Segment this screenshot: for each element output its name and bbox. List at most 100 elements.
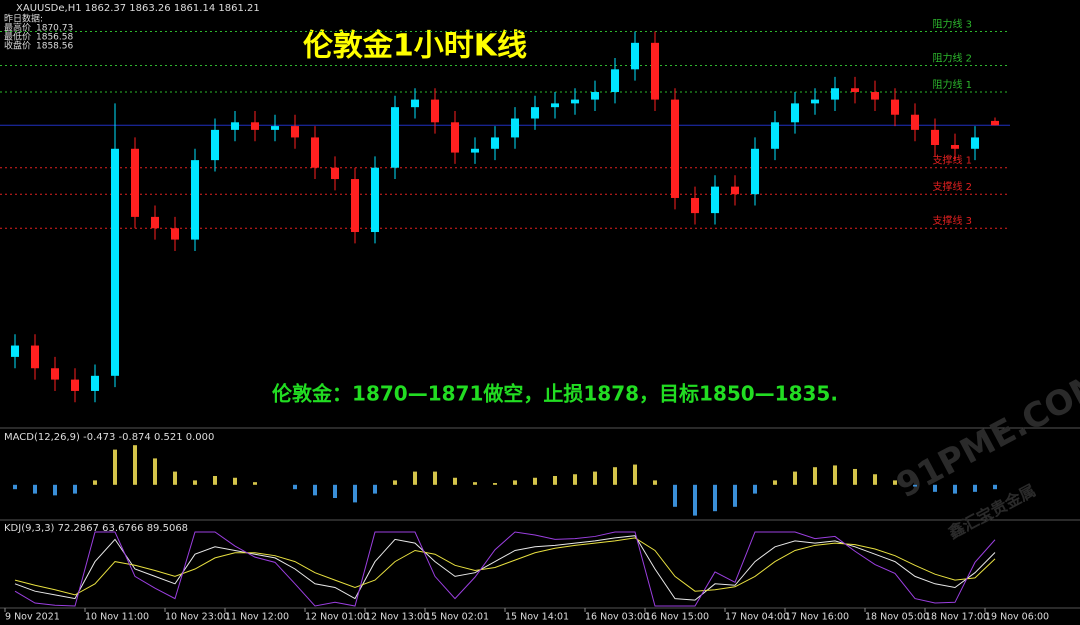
macd-bar — [53, 484, 57, 496]
prior-day-label: 最高价 — [4, 22, 31, 34]
x-tick-label: 18 Nov 05:00 — [865, 612, 929, 623]
macd-bar — [13, 484, 17, 490]
candle-body — [191, 160, 199, 240]
candle-body — [431, 99, 439, 123]
macd-bar — [213, 476, 217, 485]
candle-body — [171, 228, 179, 240]
x-tick-label: 16 Nov 15:00 — [645, 612, 709, 623]
x-tick-label: 19 Nov 06:00 — [985, 612, 1049, 623]
prior-day-label: 最低价 — [4, 31, 31, 43]
macd-bar — [853, 468, 857, 485]
chart-title: 伦敦金1小时K线 — [303, 29, 527, 64]
macd-bar — [173, 471, 177, 485]
kdj-title: KDJ(9,3,3) 72.2867 63.6766 89.5068 — [4, 523, 188, 534]
candle-body — [31, 345, 39, 369]
macd-bar — [933, 484, 937, 492]
macd-bar — [533, 477, 537, 485]
macd-title: MACD(12,26,9) -0.473 -0.874 0.521 0.000 — [4, 432, 214, 443]
macd-bar — [253, 482, 257, 485]
annotation: 伦敦金：1870—1871做空，止损1878，目标1850—1835. — [272, 382, 838, 406]
header: XAUUSDe,H1 1862.37 1863.26 1861.14 1861.… — [16, 3, 260, 14]
macd-bar — [893, 480, 897, 485]
candle-body — [891, 99, 899, 115]
candle-body — [291, 126, 299, 138]
candle-body — [791, 103, 799, 123]
prior-day-value: 1870.73 — [36, 24, 73, 34]
candle-body — [691, 197, 699, 214]
macd-bar — [413, 471, 417, 485]
level-label: 阻力线 2 — [932, 52, 972, 65]
candle-body — [971, 137, 979, 149]
x-tick-label: 10 Nov 11:00 — [85, 612, 149, 623]
candle-body — [631, 42, 639, 70]
macd-bar — [153, 458, 157, 485]
candle-body — [611, 69, 619, 93]
macd-bar — [833, 465, 837, 485]
x-tick-label: 10 Nov 23:00 — [165, 612, 229, 623]
candle-body — [731, 186, 739, 195]
x-tick-label: 12 Nov 01:00 — [305, 612, 369, 623]
macd-bar — [733, 484, 737, 507]
level-label: 支撑线 3 — [932, 214, 972, 227]
macd-bar — [673, 484, 677, 507]
macd-bar — [613, 467, 617, 485]
x-tick-label: 18 Nov 17:00 — [925, 612, 989, 623]
macd-bar — [353, 484, 357, 503]
candle-body — [471, 148, 479, 153]
candle-body — [991, 120, 999, 126]
prior-day-title: 昨日数据: — [4, 13, 43, 25]
macd-bar — [953, 484, 957, 494]
macd-bar — [453, 477, 457, 485]
candle-body — [951, 145, 959, 149]
candle-body — [591, 92, 599, 100]
macd-bar — [433, 471, 437, 485]
macd-bar — [313, 484, 317, 496]
candle-body — [71, 379, 79, 391]
candle-body — [851, 88, 859, 93]
x-tick-label: 15 Nov 14:01 — [505, 612, 569, 623]
macd-bar — [113, 449, 117, 485]
candle-body — [231, 122, 239, 130]
macd-bar — [293, 484, 297, 490]
candle-body — [771, 122, 779, 149]
level-label: 支撑线 2 — [932, 180, 972, 193]
candle-body — [271, 126, 279, 130]
x-tick-label: 11 Nov 12:00 — [225, 612, 289, 623]
macd-bar — [133, 445, 137, 485]
candle-body — [411, 99, 419, 108]
macd-bar — [233, 477, 237, 485]
candle-body — [371, 167, 379, 233]
macd-bar — [873, 474, 877, 485]
candle-body — [531, 107, 539, 119]
kdj-line — [14, 535, 996, 601]
level-label: 支撑线 1 — [932, 154, 972, 167]
level-label: 阻力线 1 — [932, 78, 972, 91]
macd-bar — [633, 464, 637, 485]
macd-bar — [373, 484, 377, 494]
macd-bar — [973, 484, 977, 492]
candle-body — [91, 375, 99, 391]
candle-body — [711, 186, 719, 214]
macd-bar — [333, 484, 337, 498]
candle-body — [151, 216, 159, 229]
candle-body — [751, 148, 759, 195]
kdj-line — [14, 531, 996, 607]
candle-body — [931, 129, 939, 145]
macd-bar — [93, 480, 97, 485]
level-label: 阻力线 3 — [932, 17, 972, 30]
x-tick-label: 16 Nov 03:00 — [585, 612, 649, 623]
macd-bar — [33, 484, 37, 494]
macd-bar — [193, 480, 197, 485]
candle-body — [551, 103, 559, 108]
x-tick-label: 12 Nov 13:00 — [365, 612, 429, 623]
candle-body — [211, 129, 219, 161]
candle-body — [11, 345, 19, 357]
candle-body — [571, 99, 579, 104]
macd-bar — [773, 480, 777, 485]
candle-body — [251, 122, 259, 130]
macd-bar — [593, 471, 597, 485]
candle-body — [911, 114, 919, 130]
candle-body — [451, 122, 459, 153]
x-tick-label: 15 Nov 02:01 — [425, 612, 489, 623]
